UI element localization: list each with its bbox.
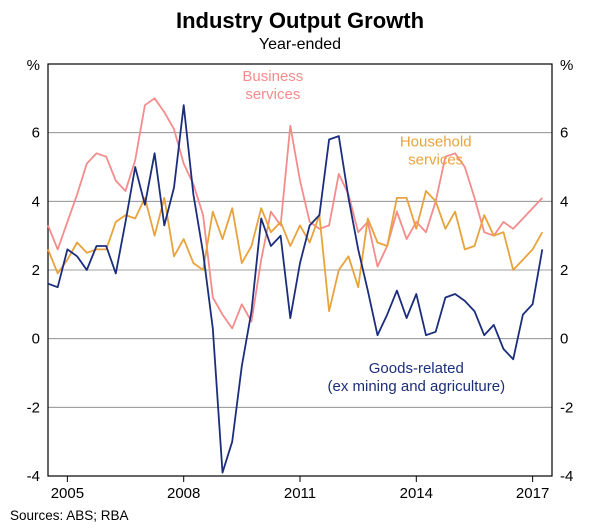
svg-text:%: % <box>27 57 40 74</box>
svg-text:Business: Business <box>242 68 303 85</box>
svg-text:6: 6 <box>560 125 568 142</box>
svg-text:2005: 2005 <box>51 485 84 502</box>
svg-text:2: 2 <box>32 262 40 279</box>
svg-text:services: services <box>408 151 463 168</box>
svg-text:-2: -2 <box>27 399 40 416</box>
svg-text:6: 6 <box>32 125 40 142</box>
svg-text:2011: 2011 <box>284 485 316 502</box>
chart-sources: Sources: ABS; RBA <box>10 508 129 523</box>
chart-container: Industry Output Growth Year-ended 200520… <box>0 0 600 529</box>
svg-text:-4: -4 <box>560 468 573 485</box>
svg-text:-2: -2 <box>560 399 573 416</box>
svg-text:(ex mining and agriculture): (ex mining and agriculture) <box>328 378 506 395</box>
svg-text:Goods-related: Goods-related <box>369 360 464 377</box>
svg-text:%: % <box>560 57 573 74</box>
svg-text:2014: 2014 <box>400 485 433 502</box>
svg-text:4: 4 <box>560 193 568 210</box>
svg-text:4: 4 <box>32 193 40 210</box>
svg-text:2017: 2017 <box>516 485 549 502</box>
chart-plot: 2005 2008 2011 2014 2017 -4 -4 -2 -2 0 0 2 2 4 4 6 6%% Bu… <box>0 0 600 529</box>
svg-text:2008: 2008 <box>167 485 200 502</box>
svg-text:0: 0 <box>32 331 40 348</box>
svg-text:Household: Household <box>400 133 472 150</box>
svg-text:-4: -4 <box>27 468 40 485</box>
svg-text:2: 2 <box>560 262 568 279</box>
svg-text:0: 0 <box>560 331 568 348</box>
svg-text:services: services <box>245 86 300 103</box>
